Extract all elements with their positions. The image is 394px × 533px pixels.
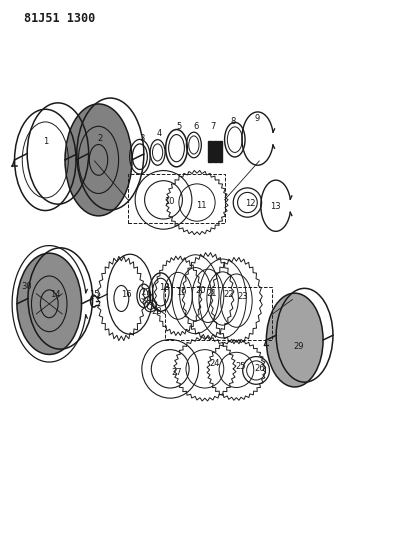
Text: 17: 17 xyxy=(141,288,151,296)
Text: 12: 12 xyxy=(245,199,255,208)
Text: 18: 18 xyxy=(160,284,170,292)
Text: 2: 2 xyxy=(98,134,103,143)
Text: 4: 4 xyxy=(157,129,162,138)
Text: 7: 7 xyxy=(210,123,216,131)
Text: 26: 26 xyxy=(254,365,264,373)
Text: 27: 27 xyxy=(171,368,182,376)
Text: 21: 21 xyxy=(207,289,217,297)
Text: 1: 1 xyxy=(43,137,48,146)
Ellipse shape xyxy=(65,104,132,216)
Text: 25: 25 xyxy=(236,362,246,371)
Text: 8: 8 xyxy=(230,117,236,126)
Bar xyxy=(213,141,217,162)
Text: 15: 15 xyxy=(89,290,100,298)
Ellipse shape xyxy=(17,253,82,354)
Text: 30: 30 xyxy=(22,282,32,291)
Bar xyxy=(208,141,212,162)
Text: 3: 3 xyxy=(139,134,145,143)
Text: 10: 10 xyxy=(164,197,175,206)
Text: 23: 23 xyxy=(237,293,247,301)
Text: 5: 5 xyxy=(177,123,182,131)
Text: 24: 24 xyxy=(210,359,220,368)
Text: 9: 9 xyxy=(254,114,260,123)
Text: 81J51 1300: 81J51 1300 xyxy=(24,12,95,25)
Text: 29: 29 xyxy=(294,342,304,351)
Ellipse shape xyxy=(266,293,323,387)
Text: 20: 20 xyxy=(195,286,205,295)
Text: 13: 13 xyxy=(271,203,281,211)
Text: 11: 11 xyxy=(197,201,207,209)
Text: 16: 16 xyxy=(121,290,131,298)
Text: 19: 19 xyxy=(176,288,186,296)
Text: 28: 28 xyxy=(152,308,162,316)
Bar xyxy=(218,141,222,162)
Text: 14: 14 xyxy=(50,290,60,298)
Text: 22: 22 xyxy=(223,290,234,298)
Text: 6: 6 xyxy=(193,123,199,131)
